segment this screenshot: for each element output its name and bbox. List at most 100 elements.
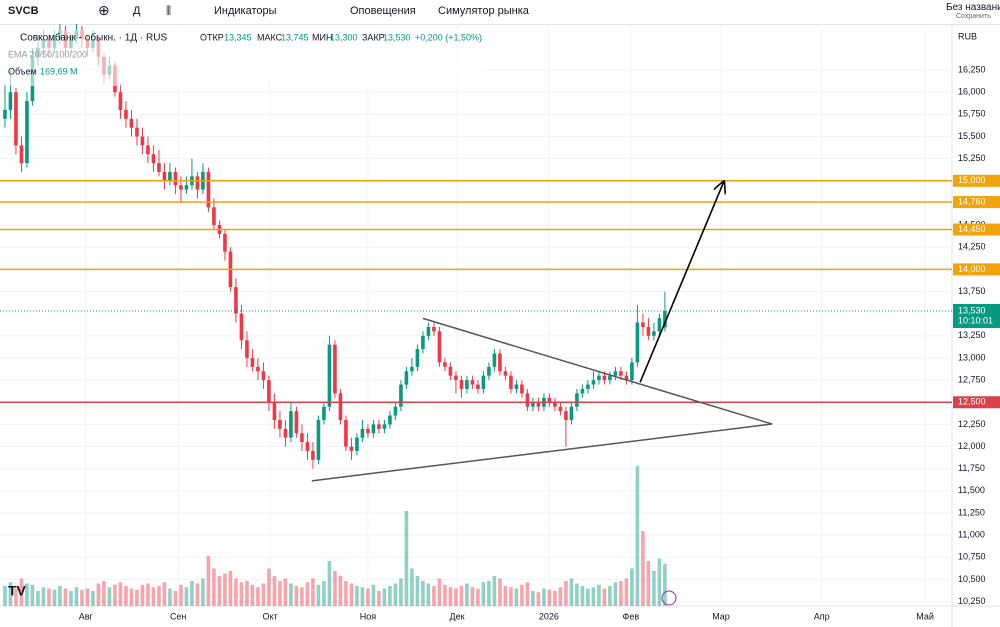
candle-body (19, 145, 24, 164)
volume-bar (663, 563, 667, 606)
volume-bar (388, 586, 392, 606)
volume-bar (448, 587, 453, 606)
candle-body (443, 362, 447, 367)
volume-bar (558, 587, 563, 606)
candle-body (283, 428, 288, 438)
candle-body (602, 375, 607, 381)
y-tick-label: 16,000 (958, 87, 986, 97)
volume-bar (498, 578, 502, 606)
close: 13,530 (383, 32, 411, 42)
volume-value: 169,69 M (40, 66, 78, 76)
volume-bar (201, 578, 205, 606)
save[interactable]: Сохранить (956, 13, 991, 20)
volume-bar (223, 573, 227, 606)
volume-bar (602, 588, 607, 606)
y-tick-label: 11,500 (958, 485, 985, 495)
volume-bar (91, 591, 95, 606)
candle-body (476, 384, 480, 389)
candle-body (564, 411, 568, 420)
candle-body (553, 402, 557, 407)
candle-body (168, 171, 172, 181)
level-label: 14,000 (958, 264, 986, 274)
volume-bar (338, 576, 343, 606)
symbol[interactable]: SVCB (8, 5, 39, 17)
last-price: 13,530 (958, 305, 986, 315)
volume-bar (635, 466, 640, 606)
volume-label[interactable]: Объем (8, 66, 37, 76)
volume-bar (179, 584, 183, 606)
open-label: ОТКР (200, 32, 224, 42)
volume-bar (421, 581, 425, 606)
candle-body (261, 371, 266, 381)
y-tick-label: 12,750 (958, 374, 986, 384)
candle-body (388, 415, 392, 425)
logo[interactable]: TV (8, 583, 27, 599)
volume-bar (135, 589, 139, 606)
alerts[interactable]: Оповещения (350, 5, 416, 17)
toolbar: SVCB ⊕ Д ⫼ Индикаторы Оповещения Симулят… (0, 0, 1000, 25)
candle-body (245, 340, 249, 358)
y-tick-label: 10,250 (958, 596, 986, 606)
candle-body (575, 393, 579, 407)
candle-body (140, 136, 145, 146)
y-tick-label: 13,000 (958, 352, 986, 362)
chart-style[interactable]: ⫼ (166, 5, 172, 17)
volume-bar (569, 578, 574, 606)
volume-bar (30, 584, 35, 606)
volume-bar (283, 578, 288, 606)
candle-body (316, 419, 321, 460)
candle-body (366, 428, 370, 434)
candle-body (14, 92, 18, 146)
candle-body (393, 406, 398, 416)
interval[interactable]: Д (133, 5, 141, 17)
volume-bar (564, 581, 568, 606)
ema[interactable]: EMA 20/50/100/200 (8, 49, 87, 59)
volume-bar (256, 587, 260, 606)
candle-body (426, 326, 431, 336)
candle-body (470, 380, 475, 385)
volume-bar (316, 584, 321, 606)
x-tick-label: Фев (622, 611, 639, 621)
volume-bar (96, 583, 101, 606)
volume-bar (355, 586, 359, 606)
candle-body (399, 384, 403, 407)
change: +0,200 (+1,50%) (415, 32, 482, 42)
candle-body (234, 287, 238, 314)
candle-body (558, 406, 563, 412)
volume-bar (234, 578, 238, 606)
candle-body (250, 357, 255, 367)
volume-bar (404, 511, 409, 606)
volume-bar (586, 588, 590, 606)
replay[interactable]: Симулятор рынка (438, 5, 529, 17)
candle-body (322, 406, 326, 420)
candle-body (377, 424, 381, 429)
candle-body (256, 366, 260, 372)
volume-bar (437, 578, 442, 606)
level-tag (953, 196, 1000, 209)
candle-body (146, 145, 150, 155)
volume-bar (195, 583, 200, 606)
candle-body (514, 384, 519, 389)
y-tick-label: 15,750 (958, 109, 986, 119)
volume-bar (305, 582, 310, 606)
volume-bar (311, 578, 315, 606)
candle-body (597, 375, 601, 381)
volume-bar (107, 587, 112, 606)
candle-body (536, 402, 541, 407)
x-tick-label: Авг (79, 611, 94, 621)
candle-body (371, 424, 376, 434)
layout-name[interactable]: Без названия (946, 2, 1000, 13)
volume-bar (399, 578, 403, 606)
indicators[interactable]: Индикаторы (214, 5, 277, 17)
volume-bar (294, 586, 299, 606)
volume-bar (575, 583, 579, 606)
x-tick-label: Май (916, 611, 934, 621)
candle-body (327, 344, 332, 407)
events-icon[interactable] (661, 590, 677, 606)
candle-body (8, 92, 13, 110)
level-label: 14,450 (958, 224, 986, 234)
add-symbol[interactable]: ⊕ (98, 2, 110, 18)
candle-body (448, 366, 453, 376)
volume-bar (432, 586, 436, 606)
level-label: 12,500 (958, 397, 986, 407)
